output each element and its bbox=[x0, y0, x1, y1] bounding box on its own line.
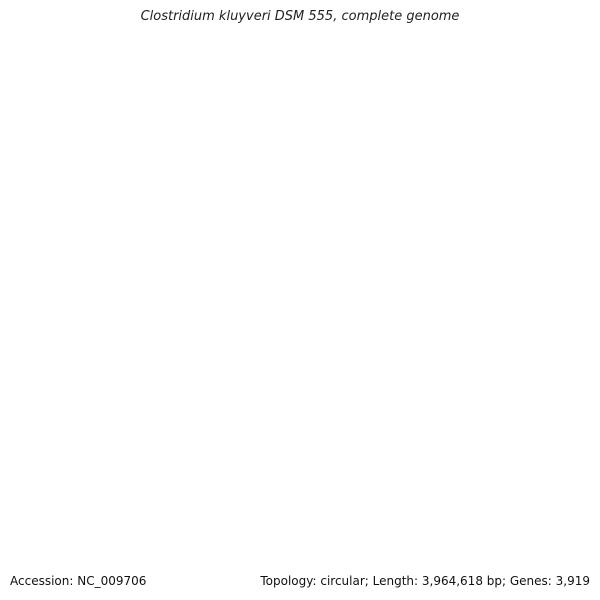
summary-text: Topology: circular; Length: 3,964,618 bp… bbox=[260, 574, 590, 588]
accession-text: Accession: NC_009706 bbox=[10, 574, 147, 588]
map-title: Clostridium kluyveri DSM 555, complete g… bbox=[140, 9, 460, 24]
